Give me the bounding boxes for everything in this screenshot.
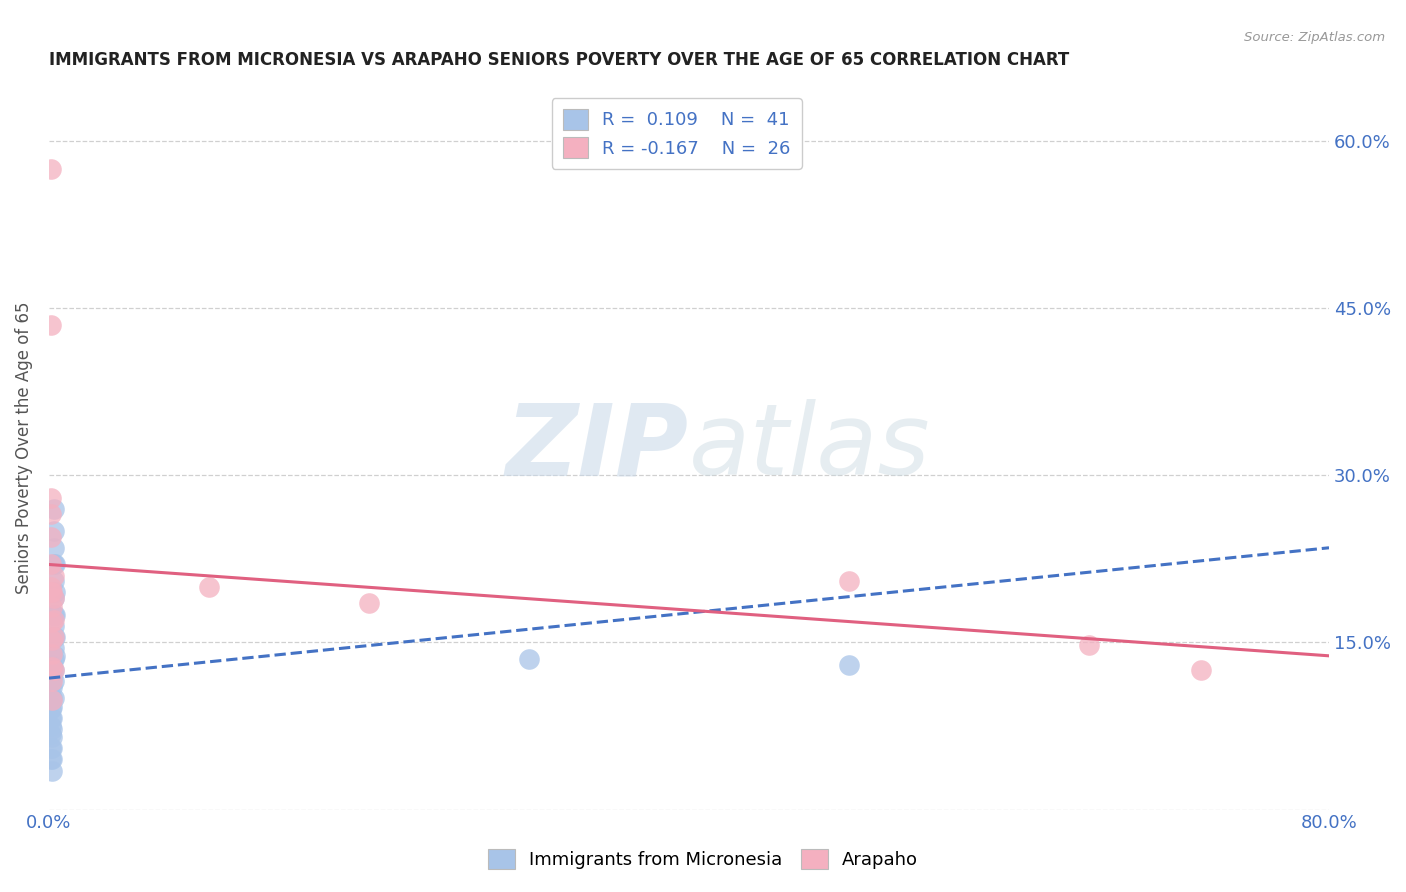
- Point: [41, 680, 63, 694]
- Point: [41, 663, 63, 677]
- Point: [41, 660, 63, 674]
- Point: [39, 752, 62, 766]
- Point: [42, 652, 65, 666]
- Legend: R =  0.109    N =  41, R = -0.167    N =  26: R = 0.109 N = 41, R = -0.167 N = 26: [551, 98, 801, 169]
- Point: [39, 491, 62, 505]
- Point: [39, 741, 62, 756]
- Text: IMMIGRANTS FROM MICRONESIA VS ARAPAHO SENIORS POVERTY OVER THE AGE OF 65 CORRELA: IMMIGRANTS FROM MICRONESIA VS ARAPAHO SE…: [49, 51, 1069, 69]
- Text: Source: ZipAtlas.com: Source: ZipAtlas.com: [1244, 31, 1385, 45]
- Point: [39, 508, 62, 522]
- Point: [41, 647, 63, 661]
- Point: [42, 568, 65, 582]
- Point: [39, 702, 62, 716]
- Point: [42, 591, 65, 605]
- Point: [42, 558, 65, 572]
- Point: [42, 574, 65, 589]
- Point: [39, 558, 62, 572]
- Point: [42, 619, 65, 633]
- Point: [838, 574, 860, 589]
- Point: [41, 711, 63, 725]
- Point: [44, 558, 66, 572]
- Point: [39, 530, 62, 544]
- Point: [41, 615, 63, 630]
- Point: [41, 671, 63, 685]
- Text: atlas: atlas: [689, 399, 931, 496]
- Y-axis label: Seniors Poverty Over the Age of 65: Seniors Poverty Over the Age of 65: [15, 301, 32, 594]
- Point: [44, 607, 66, 622]
- Point: [41, 674, 63, 689]
- Point: [42, 640, 65, 655]
- Point: [42, 501, 65, 516]
- Point: [1078, 638, 1101, 652]
- Point: [39, 580, 62, 594]
- Point: [42, 613, 65, 627]
- Point: [42, 541, 65, 555]
- Point: [41, 585, 63, 599]
- Point: [42, 674, 65, 689]
- Point: [39, 691, 62, 706]
- Point: [42, 630, 65, 644]
- Point: [41, 741, 63, 756]
- Point: [41, 599, 63, 614]
- Point: [198, 580, 221, 594]
- Point: [39, 318, 62, 332]
- Point: [44, 648, 66, 663]
- Point: [41, 730, 63, 744]
- Point: [42, 663, 65, 677]
- Point: [41, 700, 63, 714]
- Point: [41, 691, 63, 706]
- Point: [42, 524, 65, 538]
- Point: [44, 585, 66, 599]
- Point: [41, 723, 63, 737]
- Point: [39, 711, 62, 725]
- Point: [44, 630, 66, 644]
- Point: [41, 657, 63, 672]
- Point: [42, 607, 65, 622]
- Point: [42, 691, 65, 706]
- Point: [41, 633, 63, 648]
- Point: [357, 597, 380, 611]
- Point: [39, 727, 62, 741]
- Point: [1189, 663, 1212, 677]
- Point: [41, 693, 63, 707]
- Point: [42, 591, 65, 605]
- Point: [517, 652, 540, 666]
- Point: [41, 752, 63, 766]
- Point: [42, 663, 65, 677]
- Point: [838, 657, 860, 672]
- Legend: Immigrants from Micronesia, Arapaho: Immigrants from Micronesia, Arapaho: [479, 839, 927, 879]
- Point: [39, 674, 62, 689]
- Point: [41, 764, 63, 778]
- Point: [39, 162, 62, 177]
- Point: [39, 719, 62, 733]
- Point: [39, 585, 62, 599]
- Point: [42, 630, 65, 644]
- Text: ZIP: ZIP: [506, 399, 689, 496]
